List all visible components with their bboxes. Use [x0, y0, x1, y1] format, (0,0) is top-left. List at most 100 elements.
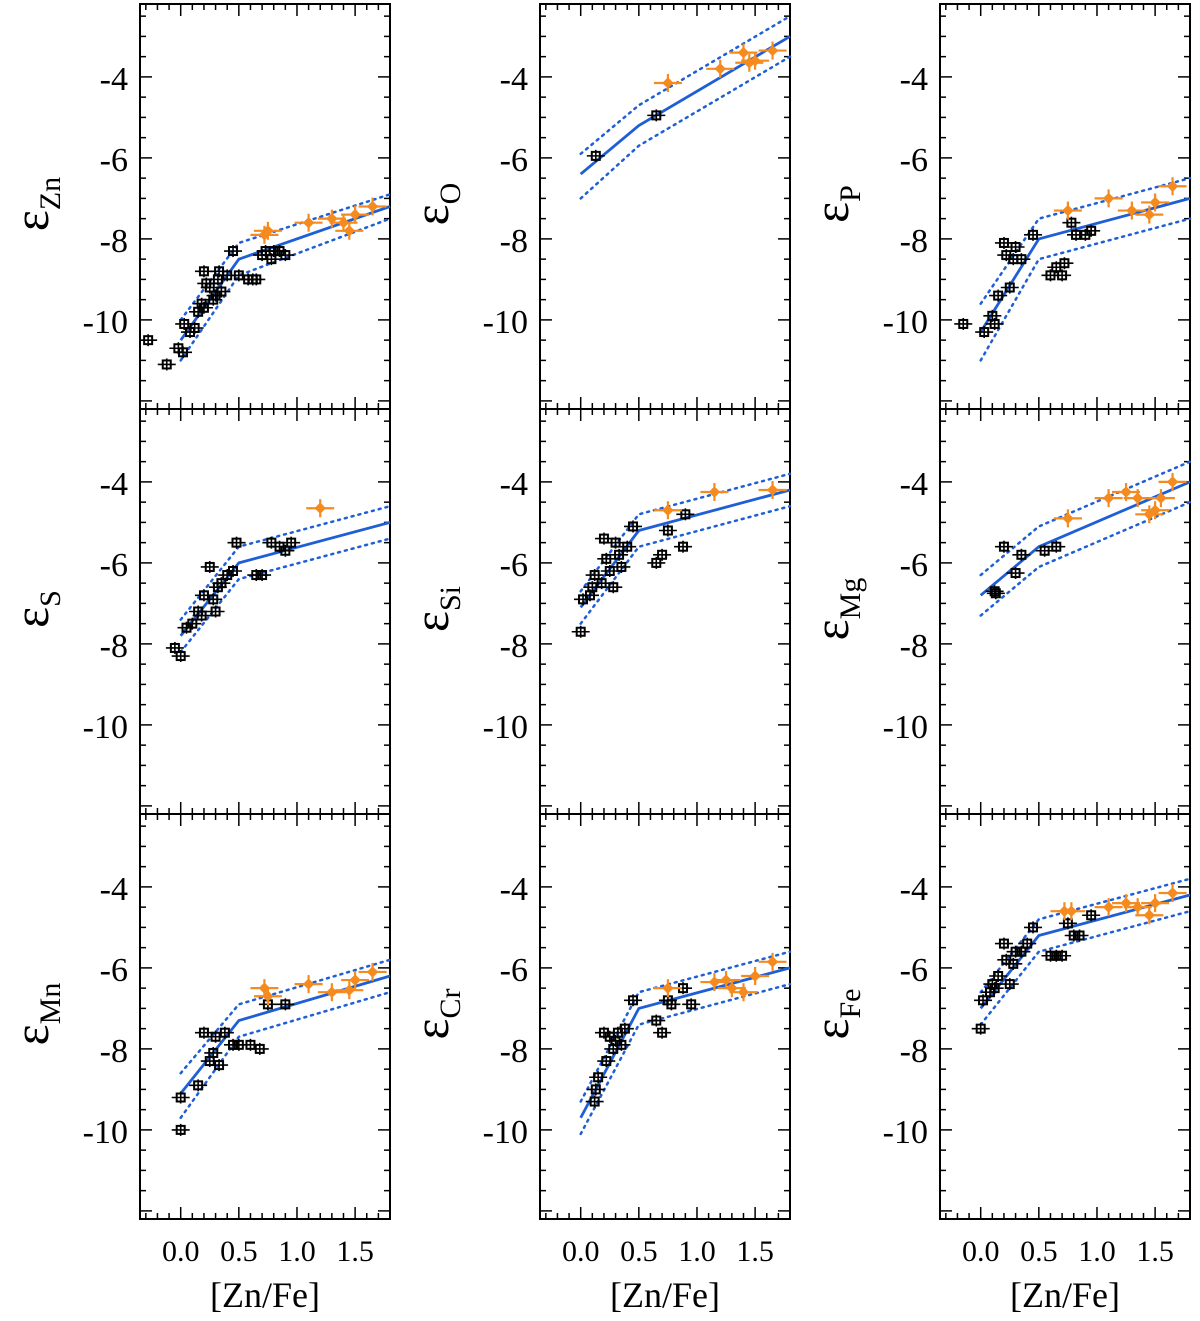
panel-mg-black-point [998, 541, 1009, 552]
panel-zn-ylabel: εZn [3, 177, 67, 231]
panel-p-black-point [993, 290, 1004, 301]
panel-fe-orange-point [1131, 901, 1144, 913]
panel-o-band-upper [579, 14, 792, 156]
panel-cr-xtick-label: 0.0 [562, 1235, 600, 1268]
panel-mn-band-lower [179, 990, 392, 1119]
panel-zn-black-point [274, 246, 285, 257]
panel-cr-orange-point [749, 970, 761, 982]
panel-mn-xtick-label: 0.5 [220, 1235, 258, 1268]
panel-s-black-point [175, 651, 186, 662]
panel-p-ylabel-sub: P [834, 185, 867, 202]
panel-mg-orange-point [1120, 486, 1132, 498]
panel-s-black-point [204, 561, 215, 572]
panel-fe-ytick-label: -4 [900, 871, 928, 908]
panel-s-black-point [216, 578, 227, 589]
panel-mg-ytick-label: -6 [900, 547, 928, 584]
panel-zn-ytick-label: -6 [100, 142, 128, 179]
panel-fe-ytick-label: -6 [900, 952, 928, 989]
panel-cr-xtick-label: 1.0 [678, 1235, 716, 1268]
panel-zn-black-point [198, 302, 209, 313]
panel-mg-ytick-label: -10 [883, 709, 928, 746]
panel-fe-black-point [989, 983, 1000, 994]
panel-mg-ylabel-base: ε [803, 619, 859, 640]
panel-si-black-point [604, 566, 615, 576]
panel-mg-ytick-label: -8 [900, 628, 928, 665]
panel-fe-ytick-label: -8 [900, 1033, 928, 1070]
panel-fe-orange-point [1166, 887, 1179, 899]
panel-si-model-line [579, 488, 791, 609]
panel-fe-xtick-label: 1.5 [1136, 1235, 1174, 1268]
panel-zn-black-point [198, 266, 209, 277]
panel-mn-black-point [175, 1124, 186, 1135]
panel-si-black-point [651, 557, 662, 568]
panel-fe-black-point [1028, 922, 1039, 933]
panel-fe-xtick-label: 1.0 [1078, 1235, 1116, 1268]
panel-s-ytick-label: -4 [100, 466, 128, 503]
panel-s-ytick-label: -8 [100, 628, 128, 665]
panel-o-ylabel: εO [403, 183, 467, 226]
panel-s-black-point [198, 590, 209, 601]
panel-p-black-point [1010, 242, 1021, 252]
panel-cr-band-lower [579, 982, 792, 1136]
panel-s-ytick-label: -6 [100, 547, 128, 584]
panel-si-black-point [575, 626, 586, 637]
panel-cr-ylabel-base: ε [403, 1019, 459, 1040]
panel-mg-frame [939, 408, 1191, 815]
panel-mn-ylabel-sub: Mn [34, 983, 67, 1025]
panel-mg-orange-point [1149, 504, 1161, 516]
panel-si-black-point [598, 533, 609, 544]
panel-cr-black-point [666, 999, 677, 1010]
panel-s-black-point [169, 642, 180, 653]
panel-si-black-point [628, 521, 639, 532]
panel-zn-band-upper [179, 193, 392, 322]
panel-mn-black-point [193, 1080, 204, 1091]
panel-mn-orange-point [302, 978, 315, 990]
panel-fe-orange-point [1149, 897, 1161, 909]
panel-cr-black-point [590, 1084, 601, 1095]
panel-p-ytick-label: -6 [900, 142, 928, 179]
panel-mn-ytick-label: -6 [100, 952, 128, 989]
panel-p-ytick-label: -8 [900, 223, 928, 260]
panel-mg-orange-point [1062, 512, 1074, 525]
panel-zn-orange-point [366, 200, 379, 213]
panel-o-black-point [590, 150, 601, 161]
panel-mn-ytick-label: -8 [100, 1033, 128, 1070]
panel-cr-ytick-label: -6 [500, 952, 528, 989]
panel-s-black-point [228, 566, 239, 576]
panel-mn-black-point [214, 1060, 225, 1071]
panel-s-band-lower [179, 537, 392, 654]
panel-mn-orange-point [349, 974, 361, 986]
panel-zn-black-point [178, 347, 189, 358]
panel-zn-black-point [143, 335, 154, 346]
panel-fe-black-point [993, 971, 1004, 981]
panel-mg-orange-point [1166, 476, 1179, 488]
panel-o-orange-point [662, 77, 674, 89]
panel-si-ytick-label: -4 [500, 466, 528, 503]
panel-si-black-point [596, 578, 607, 589]
panel-si-ylabel-sub: Si [434, 586, 467, 611]
panel-fe-black-point [1016, 946, 1027, 957]
panel-mn-xlabel: [Zn/Fe] [210, 1275, 320, 1315]
panel-s-black-point [231, 537, 242, 548]
panel-mg-ytick-label: -4 [900, 466, 928, 503]
panel-cr-black-point [601, 1056, 612, 1067]
panel-cr-xtick-label: 0.5 [620, 1235, 658, 1268]
panel-mg-ylabel-sub: Mg [834, 578, 867, 620]
panel-mn-xtick-label: 1.0 [278, 1235, 316, 1268]
panel-mg-model-line [979, 480, 1191, 597]
panel-mn-orange-point [262, 990, 274, 1002]
panel-si-black-point [614, 549, 625, 560]
panel-o-ylabel-sub: O [434, 183, 467, 205]
panel-p-black-point [1028, 229, 1039, 240]
panel-mn-frame [139, 813, 391, 1220]
panel-cr-orange-point [662, 982, 674, 994]
panel-fe-ytick-label: -10 [883, 1114, 928, 1151]
panel-p-orange-point [1149, 196, 1161, 209]
panel-zn-black-point [204, 282, 215, 293]
panel-o-ytick-label: -8 [500, 223, 528, 260]
panel-cr-ytick-label: -4 [500, 871, 528, 908]
panel-s-black-point [257, 570, 268, 581]
panel-s-black-point [208, 594, 219, 605]
panel-mn-black-point [210, 1031, 221, 1042]
panel-mn-orange-point [326, 986, 338, 998]
